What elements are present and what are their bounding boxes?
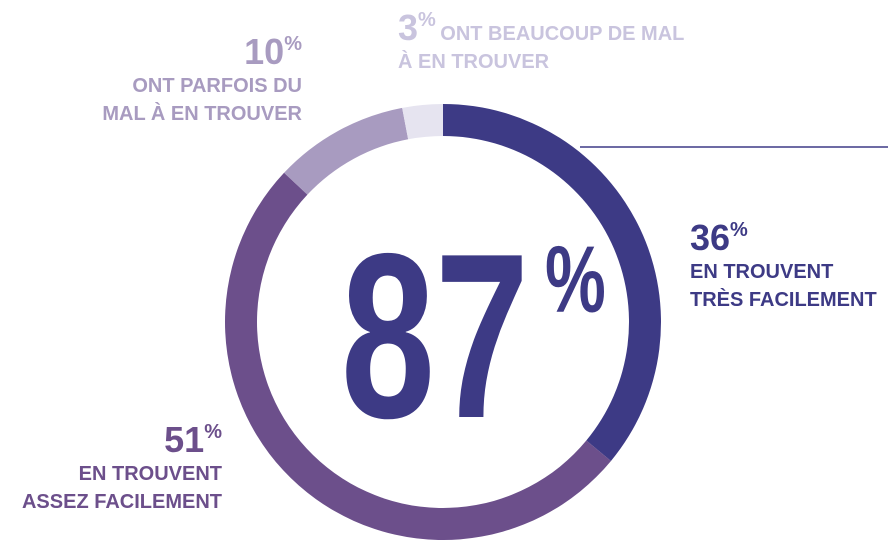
value-label: 3 (398, 7, 419, 48)
category-label: EN TROUVENT ASSEZ FACILEMENT (21, 463, 222, 513)
slice-label: 3% ONT BEAUCOUP DE MAL À EN TROUVER (398, 8, 684, 77)
value-unit: % (418, 9, 436, 31)
value-unit: % (730, 219, 748, 241)
value-label: 10 (244, 31, 285, 72)
value-label: 51 (164, 419, 205, 460)
center-unit: % (545, 226, 606, 333)
value-unit: % (204, 421, 222, 443)
donut-slice (225, 172, 611, 540)
slice-label: 36% EN TROUVENT TRÈS FACILEMENT (690, 218, 877, 315)
slice-label: 10% ONT PARFOIS DU MAL À EN TROUVER (102, 32, 302, 129)
value-label: 36 (690, 217, 731, 258)
value-unit: % (284, 33, 302, 55)
center-value: 87 (341, 206, 529, 468)
category-label: EN TROUVENT TRÈS FACILEMENT (690, 261, 877, 311)
category-label: ONT BEAUCOUP DE MAL À EN TROUVER (398, 23, 685, 73)
donut-slice (443, 104, 661, 461)
donut-slice (284, 107, 409, 195)
slice-label: 51% EN TROUVENT ASSEZ FACILEMENT (22, 420, 222, 517)
donut-slice (402, 104, 443, 140)
category-label: ONT PARFOIS DU MAL À EN TROUVER (102, 75, 302, 125)
center-figure: 87% (341, 206, 606, 468)
